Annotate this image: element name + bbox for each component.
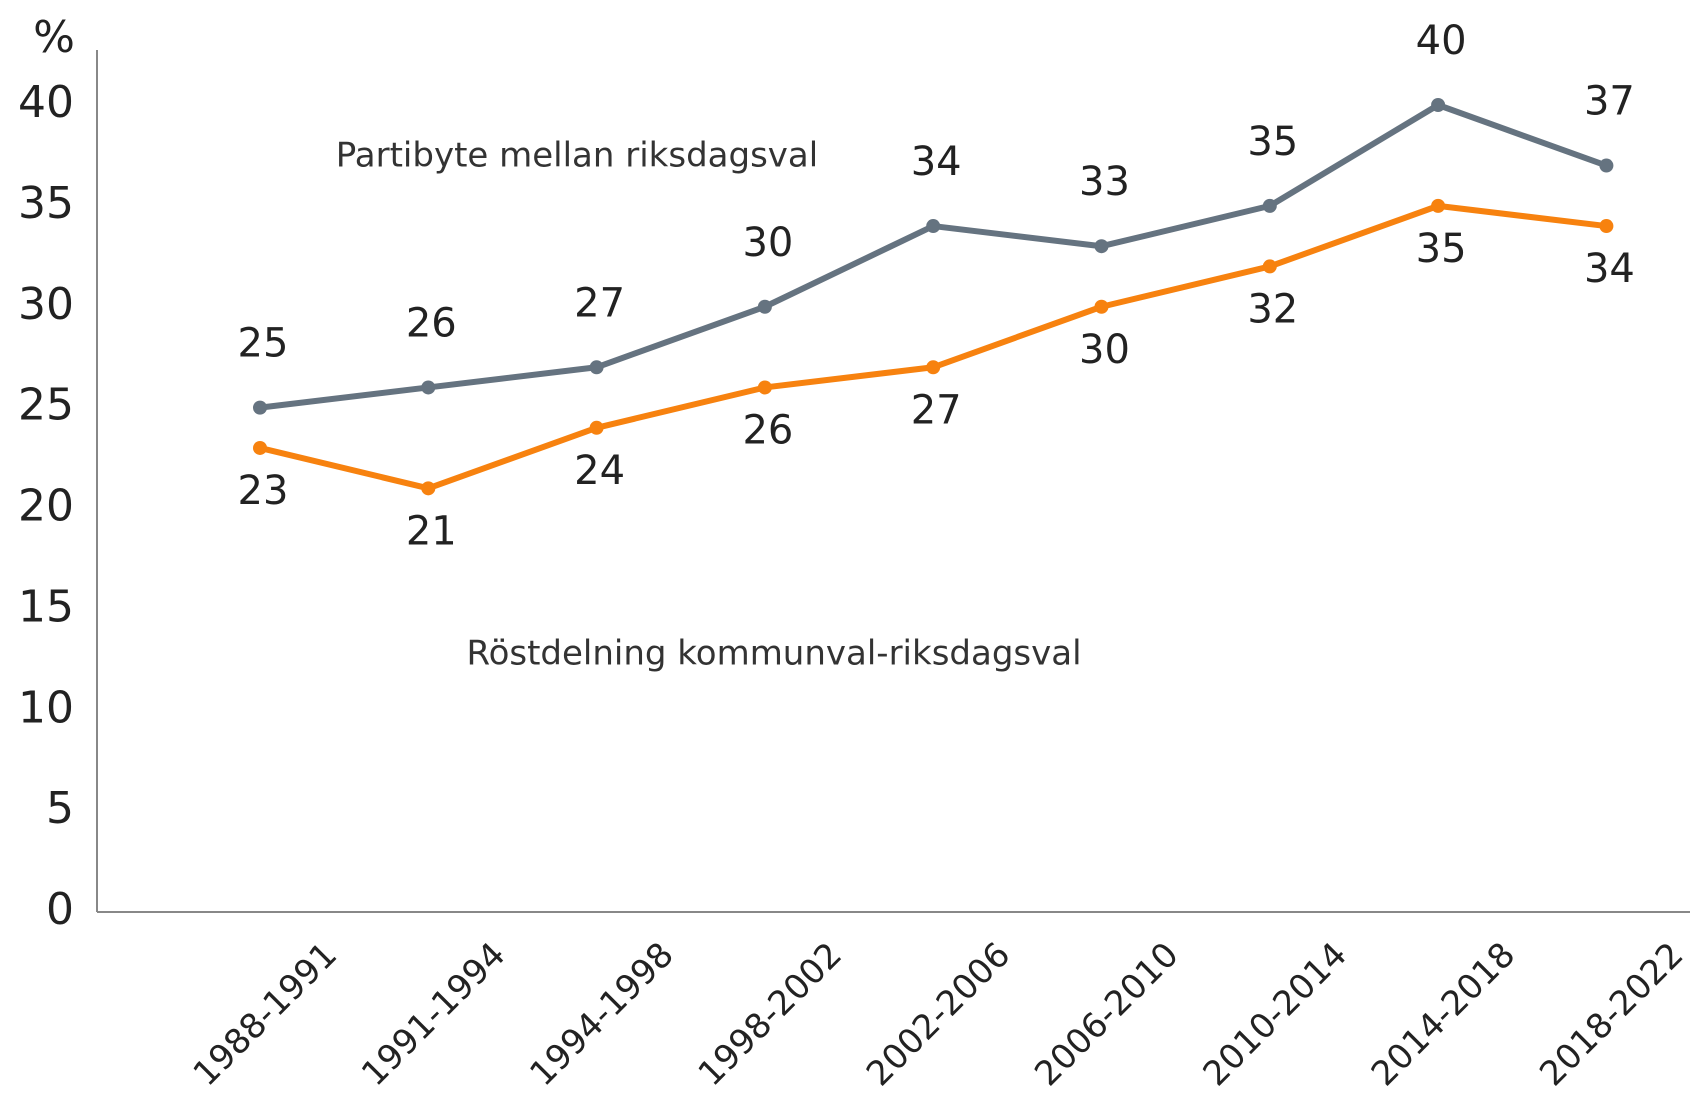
point xyxy=(757,299,772,314)
point xyxy=(1262,198,1277,213)
point xyxy=(926,219,941,234)
point xyxy=(421,380,436,395)
y-tick-label: 5 xyxy=(46,783,74,834)
x-tick-label: 2002-2006 xyxy=(859,935,1018,1094)
value-label: 34 xyxy=(911,139,962,185)
point xyxy=(926,360,941,375)
value-label: 23 xyxy=(238,468,289,514)
point xyxy=(1262,259,1277,274)
value-label: 24 xyxy=(574,448,625,494)
y-tick-label: 0 xyxy=(46,884,74,935)
point xyxy=(589,360,604,375)
y-axis-label: % xyxy=(33,12,75,63)
value-label: 30 xyxy=(1079,327,1130,373)
point xyxy=(1094,239,1109,254)
x-tick-label: 2010-2014 xyxy=(1196,935,1355,1094)
point xyxy=(253,400,267,415)
point xyxy=(1431,98,1446,112)
value-label: 25 xyxy=(238,321,289,367)
value-label: 35 xyxy=(1416,226,1467,272)
series-annotation: Röstdelning kommunval-riksdagsval xyxy=(466,634,1081,674)
point xyxy=(589,420,604,435)
x-tick-label: 1988-1991 xyxy=(186,935,345,1094)
value-label: 27 xyxy=(911,387,962,433)
y-tick-label: 15 xyxy=(18,581,74,632)
point xyxy=(421,481,436,496)
y-tick-label: 20 xyxy=(18,481,74,532)
point xyxy=(1431,198,1446,213)
value-label: 26 xyxy=(742,407,793,453)
point xyxy=(1599,219,1614,234)
series-annotation: Partibyte mellan riksdagsval xyxy=(336,136,818,176)
x-tick-label: 1991-1994 xyxy=(354,935,513,1094)
value-label: 35 xyxy=(1247,119,1298,165)
value-label: 37 xyxy=(1584,79,1635,125)
x-tick-label: 2018-2022 xyxy=(1532,935,1691,1094)
x-tick-label: 1998-2002 xyxy=(691,935,850,1094)
value-label: 34 xyxy=(1584,246,1635,292)
value-label: 32 xyxy=(1247,286,1298,332)
point xyxy=(1599,158,1614,173)
y-tick-label: 30 xyxy=(18,279,74,330)
y-tick-label: 35 xyxy=(18,178,74,229)
y-tick-label: 25 xyxy=(18,380,74,431)
value-label: 21 xyxy=(406,508,457,554)
y-tick-label: 40 xyxy=(18,77,74,128)
x-tick-label: 2014-2018 xyxy=(1364,935,1523,1094)
point xyxy=(1094,299,1109,314)
x-tick-label: 1994-1998 xyxy=(522,935,681,1094)
value-label: 40 xyxy=(1416,18,1467,64)
value-label: 26 xyxy=(406,300,457,346)
value-label: 33 xyxy=(1079,159,1130,205)
series-line xyxy=(259,202,1607,492)
value-label: 30 xyxy=(742,220,793,266)
value-label: 27 xyxy=(574,280,625,326)
point xyxy=(757,380,772,395)
x-tick-label: 2006-2010 xyxy=(1027,935,1186,1094)
y-tick-label: 10 xyxy=(18,682,74,733)
point xyxy=(253,440,267,455)
